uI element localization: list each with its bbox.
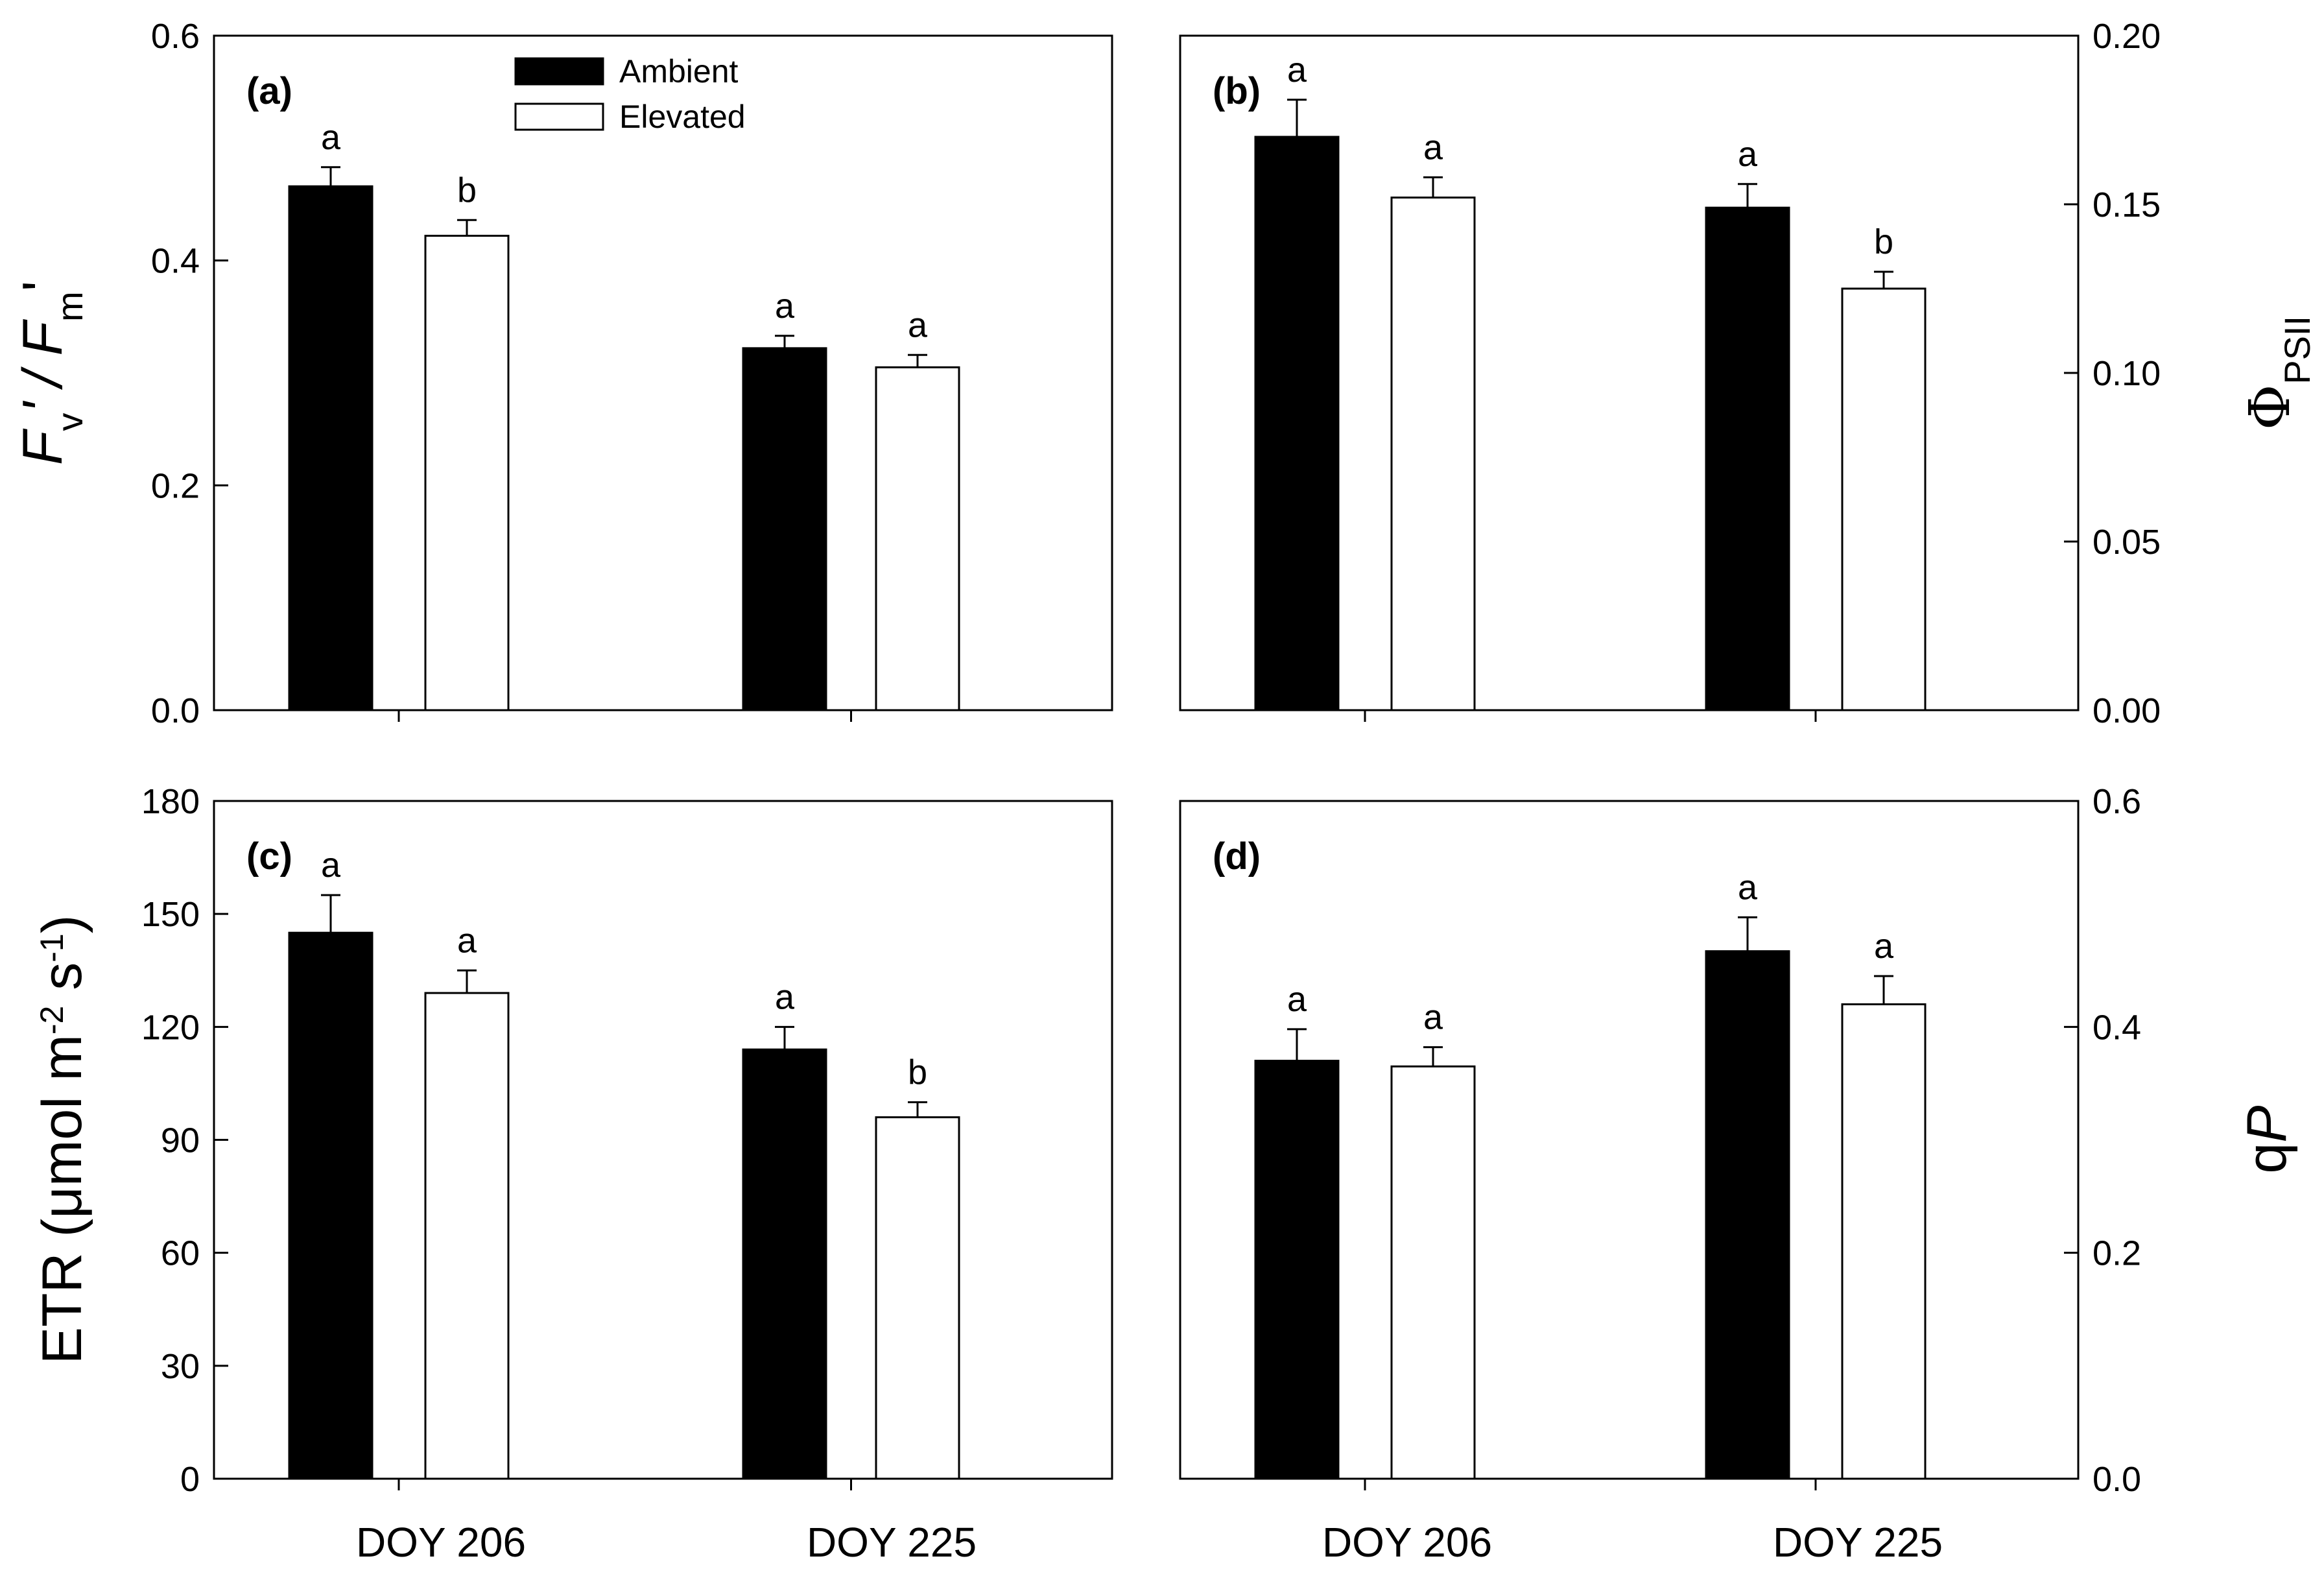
- panel-c-error-bar-ambient-0: [321, 894, 340, 933]
- panel-c-label: (c): [246, 835, 292, 878]
- panel-d-error-bar-elevated-1: [1874, 975, 1893, 1005]
- panel-a-bar-elevated-0: [424, 235, 510, 711]
- panel-c-category-label-1: DOY 225: [807, 1519, 977, 1566]
- panel-a-bar-elevated-1: [875, 366, 960, 711]
- panel-d-frame: [1179, 800, 2080, 1480]
- chart-marks: 0.00.20.40.6aaba0.000.050.100.150.20aaab…: [141, 17, 2161, 1499]
- panel-d-error-bar-ambient-1: [1738, 916, 1757, 951]
- panel-b-y-tick-label-4: 0.20: [2093, 17, 2161, 56]
- legend-ambient-swatch: [514, 57, 604, 86]
- panel-b-bar-elevated-1: [1841, 287, 1927, 711]
- panel-a-label: (a): [246, 70, 292, 112]
- panel-b-error-bar-elevated-0: [1423, 176, 1443, 198]
- panel-c-category-label-0: DOY 206: [356, 1519, 526, 1566]
- panel-d-sig-letter-ambient-1: a: [1738, 868, 1758, 907]
- panel-a-y-tick-label-2: 0.4: [151, 242, 200, 281]
- panel-c-bar-elevated-0: [424, 992, 510, 1480]
- panel-d-category-label-1: DOY 225: [1773, 1519, 1943, 1566]
- panel-b-y-tick-label-1: 0.05: [2093, 523, 2161, 562]
- panel-b-label: (b): [1213, 70, 1261, 112]
- panel-c-error-bar-elevated-0: [457, 969, 477, 994]
- panel-b-sig-letter-ambient-1: a: [1738, 135, 1758, 174]
- panel-b-error-bar-ambient-1: [1738, 183, 1757, 208]
- panel-a-sig-letter-elevated-0: b: [457, 171, 477, 209]
- panel-a-error-bar-elevated-0: [457, 219, 477, 236]
- panel-d-bar-ambient-1: [1705, 950, 1790, 1480]
- panel-a-y-axis-title: Fv' / Fm': [12, 281, 90, 465]
- panel-d-sig-letter-elevated-1: a: [1874, 927, 1894, 966]
- panel-a-bar-ambient-0: [288, 185, 374, 711]
- panel-d-y-axis-title: qP: [2236, 1105, 2298, 1173]
- legend-elevated-swatch: [514, 102, 604, 131]
- panel-b-bar-elevated-0: [1390, 197, 1476, 711]
- legend-ambient-label: Ambient: [619, 53, 739, 90]
- panel-c-bar-ambient-0: [288, 931, 374, 1480]
- panel-a-error-bar-ambient-1: [775, 335, 794, 348]
- panel-d-error-bar-ambient-0: [1287, 1028, 1307, 1061]
- panel-c-error-bar-ambient-1: [775, 1025, 794, 1050]
- panel-a-frame: [213, 34, 1113, 711]
- panel-a-sig-letter-elevated-1: a: [908, 305, 928, 344]
- legend: Ambient Elevated: [514, 53, 746, 135]
- panel-a-error-bar-elevated-1: [908, 353, 927, 368]
- legend-elevated-label: Elevated: [619, 99, 746, 135]
- panel-c-y-tick-label-3: 90: [161, 1121, 200, 1160]
- panel-d-y-tick-label-2: 0.4: [2093, 1008, 2141, 1047]
- panel-b-sig-letter-elevated-1: b: [1874, 222, 1893, 261]
- panel-c-sig-letter-ambient-0: a: [321, 846, 341, 885]
- panel-b-y-tick-label-3: 0.15: [2093, 185, 2161, 224]
- panel-d-bar-elevated-1: [1841, 1003, 1927, 1480]
- panel-a-error-bar-ambient-0: [321, 166, 340, 187]
- panel-b-bar-ambient-1: [1705, 206, 1790, 711]
- panel-c-y-axis-title: ETR (μmol m-2 s-1): [31, 915, 93, 1365]
- panel-c-bar-elevated-1: [875, 1116, 960, 1480]
- panel-a-y-tick-label-1: 0.2: [151, 466, 200, 505]
- panel-d-bar-ambient-0: [1254, 1060, 1340, 1480]
- panel-c-y-tick-label-5: 150: [141, 895, 200, 934]
- panel-d-sig-letter-ambient-0: a: [1287, 980, 1307, 1019]
- panel-c-error-bar-elevated-1: [908, 1101, 927, 1117]
- panel-c-bar-ambient-1: [742, 1048, 827, 1480]
- panel-b-sig-letter-elevated-0: a: [1423, 128, 1443, 167]
- panel-d-sig-letter-elevated-0: a: [1423, 998, 1443, 1037]
- panel-a-y-tick-label-3: 0.6: [151, 17, 200, 56]
- panel-d-error-bar-elevated-0: [1423, 1046, 1443, 1067]
- panel-b-bar-ambient-0: [1254, 136, 1340, 711]
- panel-b-y-tick-label-2: 0.10: [2093, 354, 2161, 393]
- panel-b-sig-letter-ambient-0: a: [1287, 51, 1307, 90]
- panel-d-y-tick-label-0: 0.0: [2093, 1460, 2141, 1499]
- panel-a-sig-letter-ambient-0: a: [321, 118, 341, 157]
- panel-b-y-axis-title: ΦPSII: [2238, 316, 2318, 430]
- panel-a-sig-letter-ambient-1: a: [775, 287, 795, 326]
- panel-b-y-tick-label-0: 0.00: [2093, 691, 2161, 730]
- panel-c-sig-letter-ambient-1: a: [775, 977, 795, 1016]
- panel-c-y-tick-label-2: 60: [161, 1234, 200, 1273]
- panel-c-y-tick-label-0: 0: [180, 1460, 200, 1499]
- panel-d-label: (d): [1213, 835, 1261, 878]
- panel-d-category-label-0: DOY 206: [1322, 1519, 1492, 1566]
- panel-a-y-tick-label-0: 0.0: [151, 691, 200, 730]
- panel-c-sig-letter-elevated-1: b: [908, 1053, 927, 1092]
- panel-c-y-tick-label-4: 120: [141, 1008, 200, 1047]
- panel-d-bar-elevated-0: [1390, 1065, 1476, 1480]
- panel-a-bar-ambient-1: [742, 347, 827, 711]
- panel-d-y-tick-label-3: 0.6: [2093, 782, 2141, 821]
- panel-c-sig-letter-elevated-0: a: [457, 921, 477, 960]
- panel-d-y-tick-label-1: 0.2: [2093, 1234, 2141, 1273]
- panel-b-error-bar-ambient-0: [1287, 99, 1307, 137]
- panel-b-error-bar-elevated-1: [1874, 270, 1893, 289]
- panel-c-y-tick-label-1: 30: [161, 1347, 200, 1386]
- panel-c-y-tick-label-6: 180: [141, 782, 200, 821]
